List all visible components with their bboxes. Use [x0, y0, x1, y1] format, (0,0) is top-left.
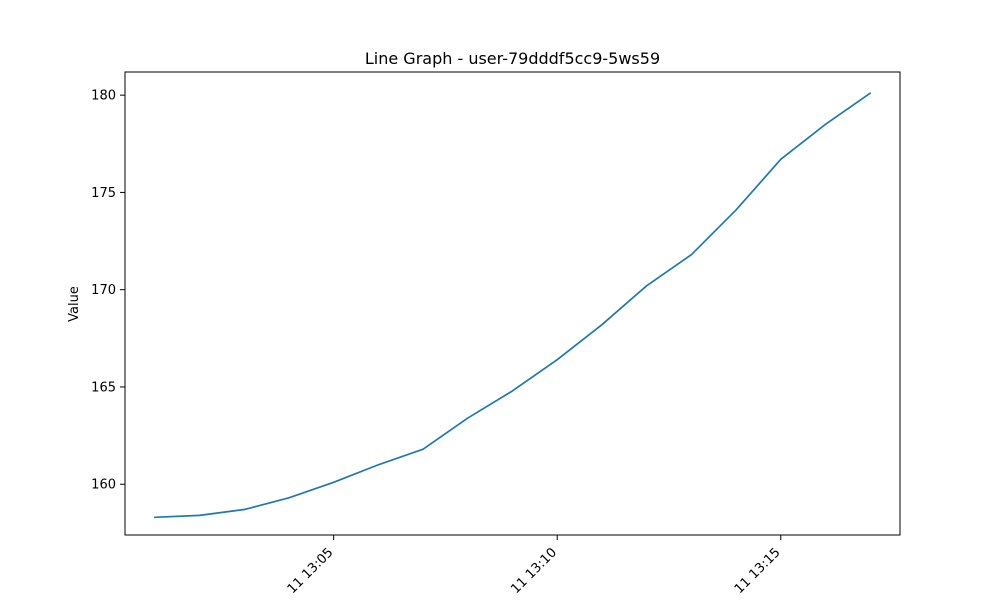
- x-tick-label: 11 13:15: [732, 545, 784, 597]
- y-tick-label: 175: [91, 186, 116, 201]
- y-tick-label: 180: [91, 89, 116, 104]
- series-line: [153, 92, 872, 519]
- chart-title: Line Graph - user-79dddf5cc9-5ws59: [365, 49, 660, 68]
- x-tick-label: 11 13:05: [285, 545, 337, 597]
- plot-area-frame: [124, 71, 901, 536]
- y-tick-label: 170: [91, 283, 116, 298]
- y-axis-label: Value: [67, 286, 82, 322]
- x-tick-label: 11 13:10: [508, 545, 560, 597]
- y-tick-label: 160: [91, 478, 116, 493]
- x-axis-ticks: 11 13:05 11 13:10 11 13:15: [285, 535, 784, 597]
- y-axis-ticks: 160 165 170 175 180: [91, 89, 125, 493]
- y-tick-label: 165: [91, 380, 116, 395]
- series-layer: [153, 92, 872, 519]
